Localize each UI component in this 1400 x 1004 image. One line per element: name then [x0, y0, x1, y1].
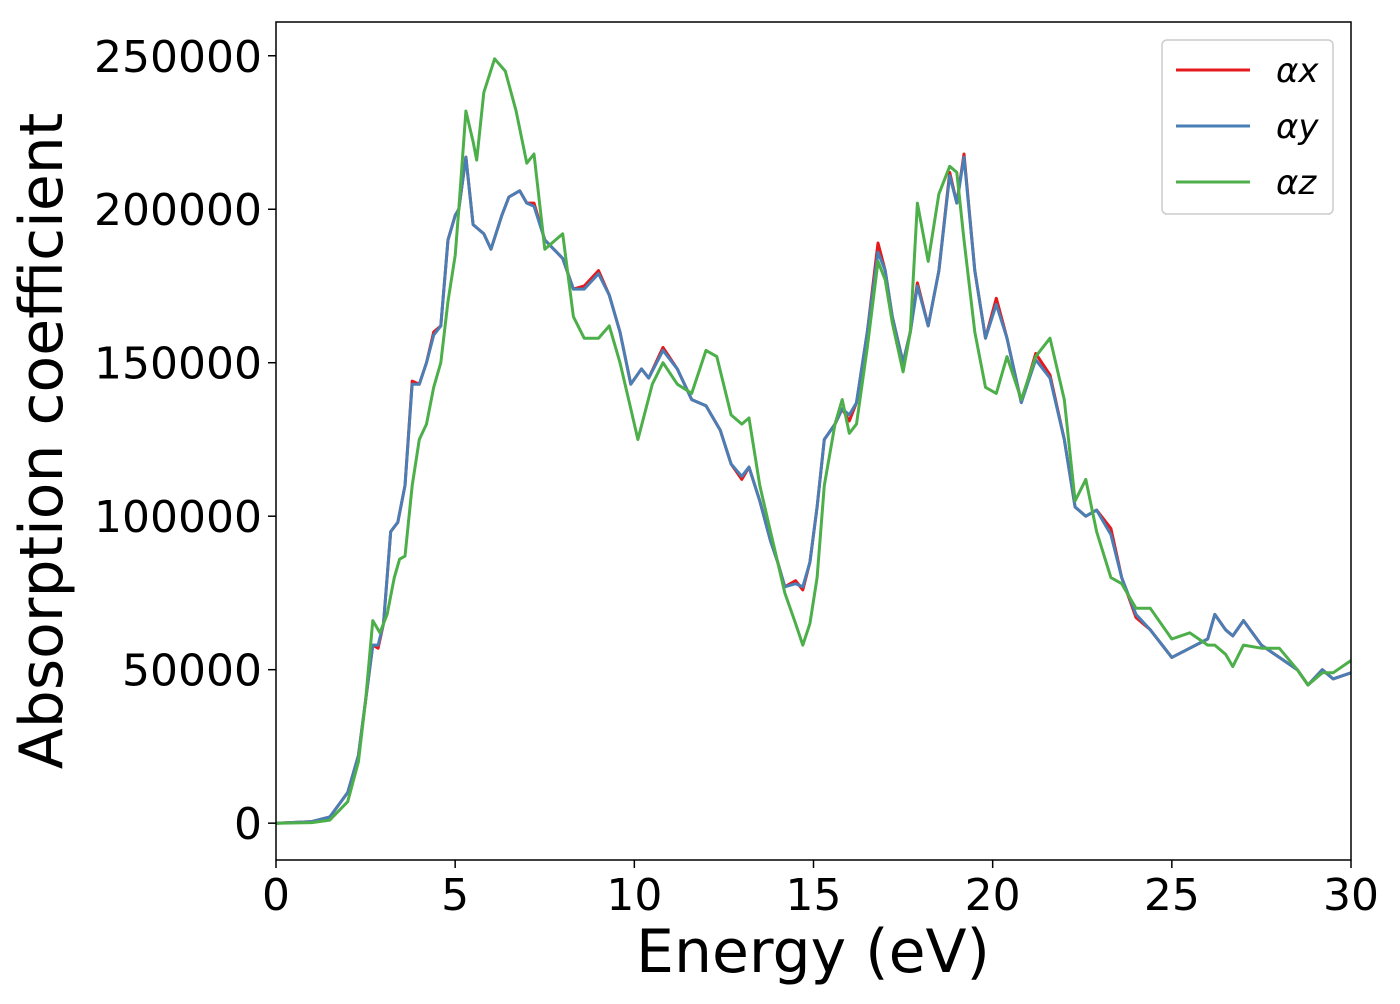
- y-tick-label: 50000: [122, 646, 262, 697]
- y-tick-label: 100000: [94, 492, 262, 543]
- x-axis-label: Energy (eV): [636, 917, 990, 987]
- y-tick-label: 250000: [94, 32, 262, 83]
- plot-frame: [275, 21, 1352, 861]
- y-tick-label: 200000: [94, 185, 262, 236]
- series-line: [276, 57, 1351, 825]
- y-tick-label: 150000: [94, 339, 262, 390]
- legend-label: αx: [1276, 51, 1319, 91]
- x-tick-label: 5: [441, 870, 469, 921]
- y-tick-label: 0: [234, 799, 262, 850]
- legend-label: αy: [1276, 107, 1319, 147]
- y-axis-label: Absorption coefficient: [7, 113, 77, 770]
- x-tick-label: 30: [1323, 870, 1379, 921]
- x-tick-label: 0: [262, 870, 290, 921]
- x-tick-label: 10: [606, 870, 662, 921]
- x-tick-label: 15: [786, 870, 842, 921]
- x-tick-label: 20: [965, 870, 1021, 921]
- x-tick-label: 25: [1144, 870, 1200, 921]
- legend-label: αz: [1276, 163, 1317, 203]
